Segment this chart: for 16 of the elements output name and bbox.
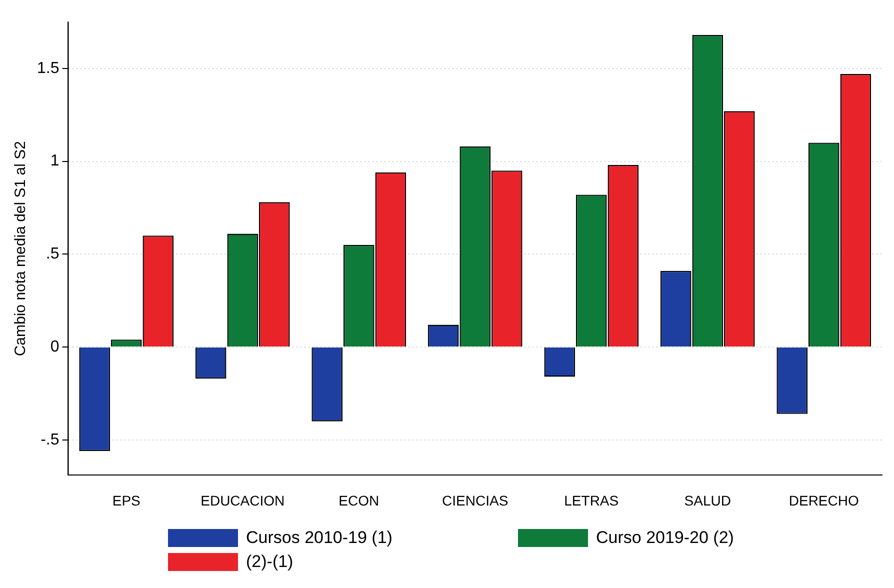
x-tick-label: EPS bbox=[112, 492, 140, 508]
y-axis-title: Cambio nota media del S1 al S2 bbox=[12, 141, 30, 356]
y-tick-label: .5 bbox=[46, 246, 60, 263]
x-tick-label: LETRAS bbox=[564, 492, 619, 508]
y-tick-label: 0 bbox=[50, 338, 60, 356]
y-tick-label: -.5 bbox=[40, 431, 60, 448]
legend-label: (2)-(1) bbox=[246, 552, 294, 572]
x-tick-label: EDUCACION bbox=[200, 492, 285, 508]
x-tick-label: SALUD bbox=[684, 492, 731, 508]
x-tick-label: CIENCIAS bbox=[442, 492, 508, 508]
legend-label: Curso 2019-20 (2) bbox=[596, 528, 734, 548]
x-tick-label: ECON bbox=[338, 492, 380, 508]
legend-label: Cursos 2010-19 (1) bbox=[246, 528, 392, 548]
y-tick-label: 1 bbox=[50, 152, 60, 170]
x-tick-label: DERECHO bbox=[788, 492, 859, 508]
y-tick-label: 1.5 bbox=[36, 60, 60, 77]
